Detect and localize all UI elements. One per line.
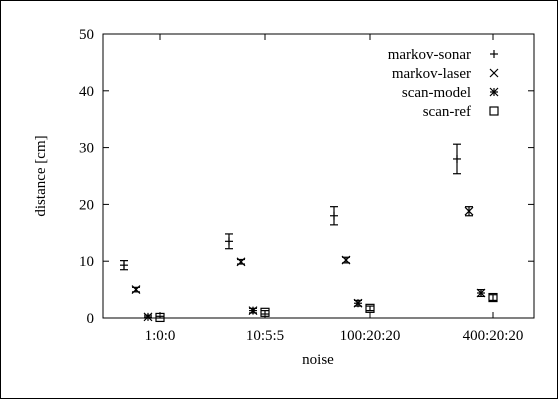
data-point-scan-model <box>143 312 153 322</box>
error-bar <box>489 294 497 301</box>
error-bar <box>366 305 374 312</box>
y-tick-label: 40 <box>79 84 94 100</box>
data-marks <box>120 143 498 323</box>
data-point-scan-model <box>476 288 486 298</box>
legend-label: markov-laser <box>392 66 471 82</box>
legend-label: scan-ref <box>423 104 471 120</box>
x-axis-label: noise <box>302 352 334 368</box>
error-bar <box>156 315 164 319</box>
data-point-markov-sonar <box>120 261 128 270</box>
data-point-scan-ref <box>488 292 498 303</box>
data-point-scan-ref <box>365 303 375 313</box>
legend-marker <box>490 50 498 58</box>
x-tick-label: 10:5:5 <box>246 328 284 344</box>
x-tick-label: 400:20:20 <box>463 328 524 344</box>
legend-label: scan-model <box>402 85 471 101</box>
data-point-markov-laser <box>236 257 246 267</box>
data-point-scan-model <box>248 306 258 316</box>
legend-marker <box>489 68 499 78</box>
legend: markov-sonar markov-laser scan-model scan-r… <box>388 47 499 120</box>
data-point-scan-ref <box>260 307 270 317</box>
y-axis-label: distance [cm] <box>33 135 49 216</box>
plot-area <box>102 33 535 319</box>
y-tick-label: 50 <box>79 27 94 43</box>
data-point-scan-model <box>353 298 363 308</box>
data-point-markov-sonar <box>453 154 461 163</box>
legend-marker <box>489 87 499 97</box>
y-axis: 0 10 20 30 40 50 <box>79 27 534 327</box>
x-tick-label: 100:20:20 <box>340 328 401 344</box>
data-point-markov-laser <box>341 255 351 265</box>
y-tick-label: 30 <box>79 141 94 157</box>
legend-label: markov-sonar <box>388 47 471 63</box>
x-axis: 1:0:0 10:5:5 100:20:20 400:20:20 <box>145 34 524 344</box>
y-tick-label: 10 <box>79 254 94 270</box>
data-point-markov-laser <box>131 285 141 295</box>
y-tick-label: 0 <box>87 311 95 327</box>
data-point-scan-ref <box>155 312 165 323</box>
data-point-markov-sonar <box>225 237 233 246</box>
error-bar <box>261 310 269 315</box>
legend-marker <box>489 106 499 116</box>
y-tick-label: 20 <box>79 197 94 213</box>
data-point-markov-sonar <box>330 211 338 220</box>
data-point-markov-laser <box>464 206 474 216</box>
x-tick-label: 1:0:0 <box>145 328 176 344</box>
